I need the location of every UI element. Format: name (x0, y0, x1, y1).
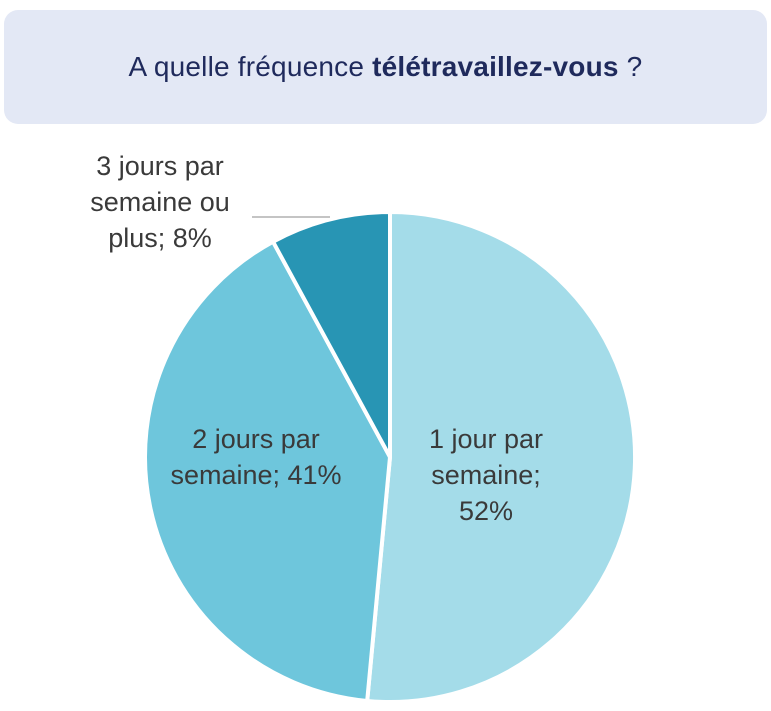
slice-1-jour-label-line: 1 jour par (429, 424, 543, 454)
slice-3-jours-plus-label-line: 3 jours par (96, 151, 224, 181)
title-box: A quelle fréquence télétravaillez-vous ? (4, 10, 767, 124)
slice-3-jours-plus-label: 3 jours par semaine ou plus; 8% (90, 151, 230, 253)
slice-3-jours-plus-label-line: plus; 8% (108, 223, 212, 253)
slice-1-jour-label: 1 jour par semaine; 52% (429, 424, 543, 526)
title-suffix: ? (618, 51, 643, 82)
slice-labels: 1 jour par semaine; 52% 2 jours par semaine;… (90, 151, 543, 526)
slice-1-jour-label-line: 52% (459, 496, 513, 526)
slice-2-jours-label-line: semaine; 41% (170, 460, 341, 490)
title-prefix: A quelle fréquence (128, 51, 373, 82)
pie-slices (143, 210, 637, 704)
slice-2-jours (143, 239, 392, 703)
slice-2-jours-label-line: 2 jours par (192, 424, 320, 454)
chart-title: A quelle fréquence télétravaillez-vous ? (129, 51, 643, 83)
title-emphasis: télétravaillez-vous (372, 51, 619, 82)
slice-2-jours-label: 2 jours par semaine; 41% (170, 424, 341, 490)
slice-1-jour (365, 210, 637, 704)
slice-3-jours-plus-label-line: semaine ou (90, 187, 230, 217)
slice-1-jour-label-line: semaine; (431, 460, 541, 490)
slice-3-jours-plus (271, 210, 392, 459)
